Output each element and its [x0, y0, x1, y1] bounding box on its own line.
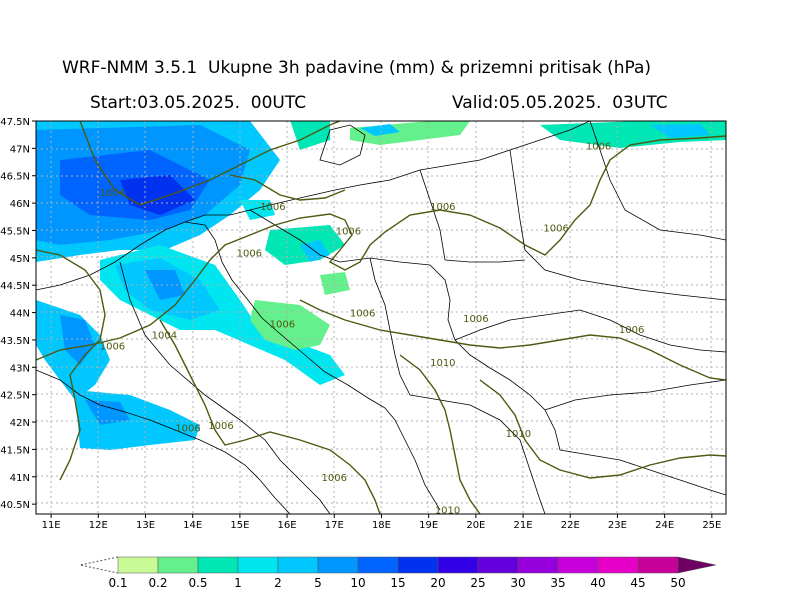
colorbar-label: 2 [274, 576, 282, 590]
lon-tick-label: 25E [702, 520, 721, 531]
colorbar-swatch [437, 556, 479, 574]
lat-tick-label: 44N [10, 309, 30, 320]
colorbar-label: 5 [314, 576, 322, 590]
colorbar-label: 20 [430, 576, 445, 590]
lat-tick-label: 47.5N [0, 117, 30, 128]
lon-tick-label: 14E [183, 520, 202, 531]
lat-tick-label: 40.5N [0, 500, 30, 511]
isobar-label: 1006 [586, 142, 611, 153]
colorbar-label: 0.1 [108, 576, 127, 590]
lon-tick-label: 18E [372, 520, 391, 531]
colorbar-label: 0.5 [188, 576, 207, 590]
colorbar-swatch [477, 556, 519, 574]
colorbar-swatches [79, 556, 717, 574]
colorbar-swatch [397, 556, 439, 574]
colorbar-swatch [157, 556, 199, 574]
colorbar-label: 1 [234, 576, 242, 590]
colorbar-swatch [317, 556, 359, 574]
colorbar-label: 40 [590, 576, 605, 590]
isobar-label: 1010 [430, 358, 455, 369]
lon-tick-label: 11E [42, 520, 61, 531]
lon-tick-label: 23E [608, 520, 627, 531]
lat-tick-label: 47N [10, 144, 30, 155]
isobar-lines [36, 121, 726, 514]
lat-tick-label: 43.5N [0, 336, 30, 347]
colorbar-label: 10 [350, 576, 365, 590]
isobar-label: 1004 [100, 188, 125, 199]
isobar-label: 1006 [350, 309, 375, 320]
isobar-label: 1006 [463, 314, 488, 325]
lon-tick-label: 22E [561, 520, 580, 531]
colorbar-label: 25 [470, 576, 485, 590]
forecast-valid-time: Valid:05.05.2025. 03UTC [452, 93, 668, 113]
isobar-label: 1006 [270, 320, 295, 331]
lat-tick-label: 46N [10, 199, 30, 210]
isobar-labels: 1004 1004 1006 1006 1006 1006 1006 1006 1006 1006… [100, 142, 645, 517]
isobar-label: 1006 [619, 325, 644, 336]
lon-tick-label: 17E [325, 520, 344, 531]
lat-tick-label: 43N [10, 363, 30, 374]
isobar-label: 1006 [543, 224, 568, 235]
lon-tick-label: 13E [136, 520, 155, 531]
isobar-label: 1006 [322, 473, 347, 484]
lon-tick-label: 24E [655, 520, 674, 531]
isobar-label: 1006 [175, 424, 200, 435]
isobar-label: 1006 [237, 248, 262, 259]
isobar-label: 1006 [260, 202, 285, 213]
colorbar-labels: 0.1 0.2 0.5 1 2 5 10 15 20 25 30 35 40 45 50 [108, 576, 685, 590]
lon-tick-label: 20E [466, 520, 485, 531]
lat-tick-label: 42.5N [0, 391, 30, 402]
colorbar-label: 35 [550, 576, 565, 590]
colorbar-label: 45 [630, 576, 645, 590]
colorbar-under-arrow [79, 556, 119, 574]
chart-title: WRF-NMM 3.5.1 Ukupne 3h padavine (mm) & … [62, 58, 652, 78]
coastlines-borders [36, 121, 726, 514]
lon-tick-label: 16E [278, 520, 297, 531]
isobar-label: 1010 [506, 429, 531, 440]
latitude-labels: 47.5N 47N 46.5N 46N 45.5N 45N 44.5N 44N 43.5N 43N… [0, 117, 36, 511]
isobar-label: 1010 [435, 506, 460, 517]
lon-tick-label: 21E [514, 520, 533, 531]
lat-tick-label: 42N [10, 418, 30, 429]
lat-tick-label: 41N [10, 473, 30, 484]
isobar-label: 1006 [430, 202, 455, 213]
isobar-label: 1006 [208, 421, 233, 432]
colorbar-swatch [597, 556, 639, 574]
colorbar-label: 50 [670, 576, 685, 590]
lat-tick-label: 45N [10, 254, 30, 265]
colorbar-swatch [277, 556, 319, 574]
lon-tick-label: 19E [419, 520, 438, 531]
isobar-label: 1006 [336, 226, 361, 237]
colorbar-over-arrow [677, 556, 717, 574]
isobar-label: 1006 [100, 341, 125, 352]
lat-tick-label: 46.5N [0, 172, 30, 183]
isobar-label: 1004 [152, 330, 177, 341]
colorbar-swatch [237, 556, 279, 574]
colorbar-swatch [637, 556, 679, 574]
colorbar-label: 15 [390, 576, 405, 590]
colorbar-swatch [117, 556, 159, 574]
graticule [36, 121, 726, 514]
colorbar-swatch [357, 556, 399, 574]
colorbar-swatch [197, 556, 239, 574]
lat-tick-label: 44.5N [0, 281, 30, 292]
colorbar-swatch [557, 556, 599, 574]
colorbar-label: 0.2 [148, 576, 167, 590]
lat-tick-label: 45.5N [0, 226, 30, 237]
lat-tick-label: 41.5N [0, 445, 30, 456]
longitude-labels: 11E 12E 13E 14E 15E 16E 17E 18E 19E 20E 21E 22E 23E 2… [42, 514, 721, 531]
lon-tick-label: 12E [89, 520, 108, 531]
lon-tick-label: 15E [230, 520, 249, 531]
forecast-start-time: Start:03.05.2025. 00UTC [90, 93, 307, 113]
colorbar-swatch [517, 556, 559, 574]
colorbar-label: 30 [510, 576, 525, 590]
